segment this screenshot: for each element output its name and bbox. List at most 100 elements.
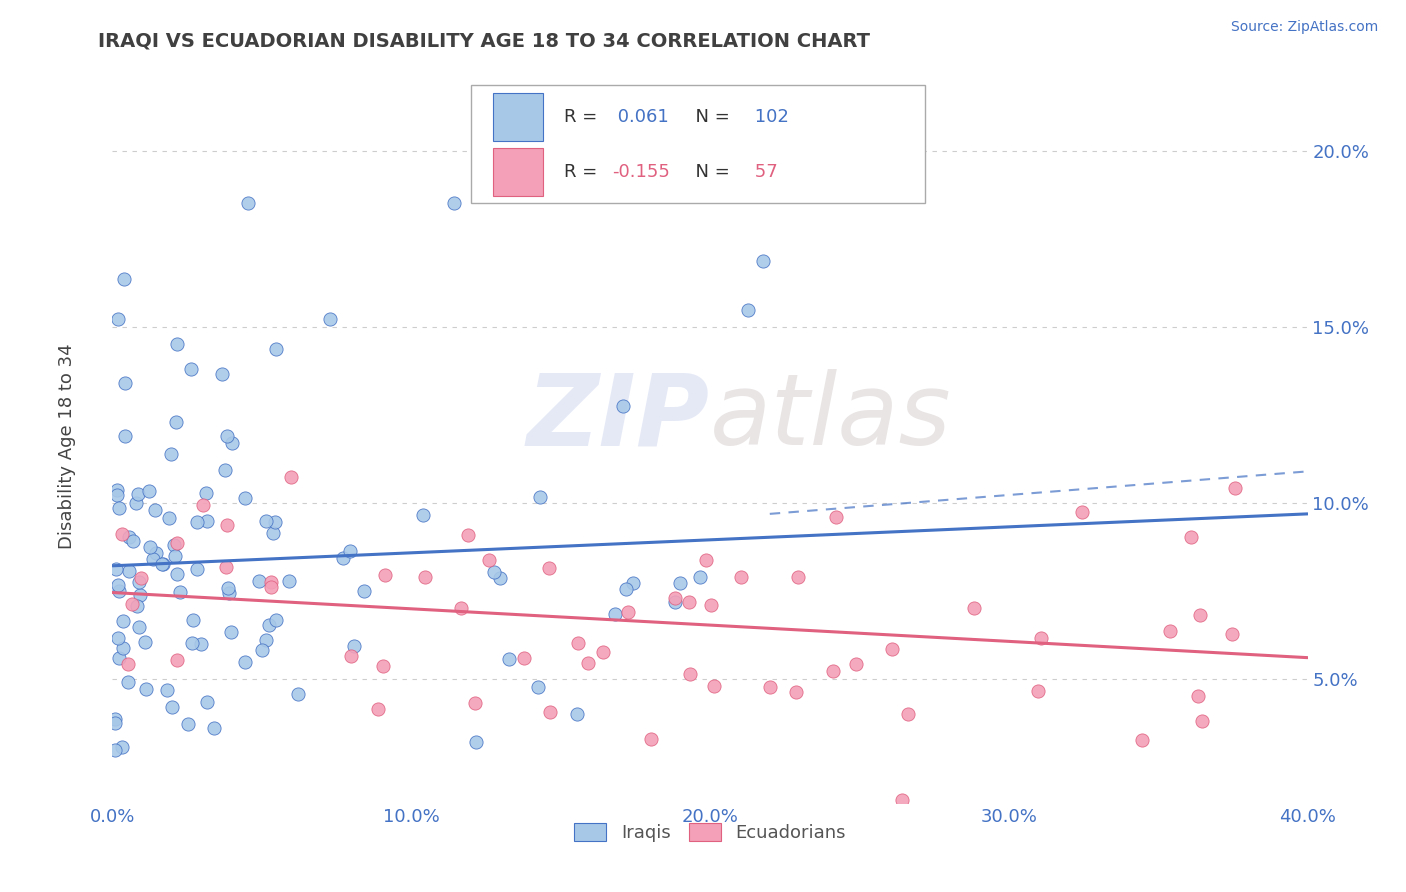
Point — [191, 498, 214, 512]
Point — [238, 196, 260, 211]
Point — [104, 716, 127, 731]
Point — [443, 196, 465, 211]
Point — [465, 735, 488, 749]
Point — [117, 675, 139, 690]
Text: 57: 57 — [749, 163, 778, 181]
Point — [752, 253, 775, 268]
Point — [1180, 530, 1202, 544]
Point — [1159, 624, 1181, 639]
Point — [616, 605, 638, 619]
Point — [512, 650, 534, 665]
Legend: Iraqis, Ecuadorians: Iraqis, Ecuadorians — [567, 815, 853, 849]
Point — [963, 601, 986, 615]
Point — [538, 706, 561, 720]
Point — [135, 681, 157, 696]
Point — [162, 699, 184, 714]
Text: R =: R = — [564, 163, 603, 181]
Point — [127, 599, 149, 614]
Point — [219, 625, 242, 640]
Point — [165, 549, 187, 563]
Point — [489, 571, 512, 585]
Point — [217, 581, 239, 595]
Text: Source: ZipAtlas.com: Source: ZipAtlas.com — [1230, 20, 1378, 34]
Point — [256, 514, 278, 528]
Point — [1220, 627, 1243, 641]
Point — [678, 667, 700, 681]
Point — [218, 586, 240, 600]
Point — [235, 655, 257, 669]
Point — [108, 583, 131, 598]
Point — [785, 685, 807, 699]
Point — [845, 657, 868, 671]
Point — [614, 582, 637, 596]
Point — [605, 607, 627, 621]
Point — [112, 641, 135, 656]
Point — [250, 643, 273, 657]
Point — [880, 642, 903, 657]
Point — [150, 557, 173, 571]
Point — [478, 552, 501, 566]
Point — [121, 597, 143, 611]
Point — [664, 591, 686, 606]
Point — [214, 560, 236, 574]
Point — [278, 574, 301, 588]
Point — [1130, 733, 1153, 747]
Point — [890, 793, 912, 807]
Point — [166, 415, 188, 429]
Point — [825, 509, 848, 524]
Point — [180, 361, 202, 376]
Point — [107, 312, 129, 326]
Point — [592, 644, 614, 658]
Point — [166, 536, 188, 550]
Point — [127, 487, 149, 501]
Point — [260, 575, 283, 590]
Point — [247, 574, 270, 589]
Point — [689, 570, 711, 584]
Point — [371, 659, 394, 673]
Point — [190, 637, 212, 651]
Point — [669, 576, 692, 591]
Point — [195, 486, 218, 500]
Point — [217, 428, 239, 442]
Point — [181, 613, 204, 627]
Point — [319, 311, 342, 326]
Point — [1071, 505, 1094, 519]
Point — [353, 584, 375, 599]
Point — [737, 302, 759, 317]
Point — [114, 376, 136, 390]
Point — [1026, 683, 1049, 698]
Point — [166, 653, 188, 667]
Text: atlas: atlas — [710, 369, 952, 467]
Point — [121, 534, 143, 549]
Point — [787, 570, 810, 584]
Point — [415, 570, 437, 584]
Point — [211, 367, 233, 381]
Point — [339, 544, 361, 558]
Point — [612, 399, 634, 413]
Point — [897, 707, 920, 722]
Point — [254, 632, 277, 647]
Point — [145, 502, 167, 516]
Point — [108, 501, 131, 516]
FancyBboxPatch shape — [492, 148, 543, 196]
Point — [107, 631, 129, 645]
Text: IRAQI VS ECUADORIAN DISABILITY AGE 18 TO 34 CORRELATION CHART: IRAQI VS ECUADORIAN DISABILITY AGE 18 TO… — [98, 31, 870, 50]
Point — [177, 716, 200, 731]
Point — [1223, 481, 1246, 495]
Point — [105, 561, 128, 575]
Point — [186, 516, 208, 530]
Point — [169, 585, 191, 599]
Point — [111, 740, 134, 755]
Point — [129, 588, 152, 602]
Point — [157, 510, 180, 524]
Point — [217, 518, 239, 533]
Point — [264, 515, 287, 529]
Point — [118, 530, 141, 544]
Point — [142, 551, 165, 566]
Point — [343, 639, 366, 653]
Point — [114, 429, 136, 443]
Point — [412, 508, 434, 523]
Point — [1191, 714, 1213, 728]
Point — [125, 496, 148, 510]
Point — [221, 436, 243, 450]
